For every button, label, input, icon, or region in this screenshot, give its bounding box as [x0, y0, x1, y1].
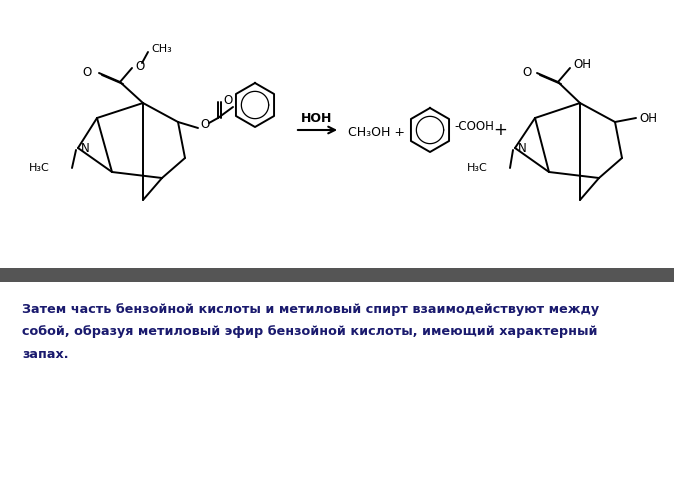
Text: O: O: [223, 94, 233, 106]
Text: CH₃OH +: CH₃OH +: [348, 126, 405, 139]
Text: Затем часть бензойной кислоты и метиловый спирт взаимодействуют между: Затем часть бензойной кислоты и метиловы…: [22, 303, 599, 316]
Text: CH₃: CH₃: [151, 44, 172, 54]
Text: собой, образуя метиловый эфир бензойной кислоты, имеющий характерный: собой, образуя метиловый эфир бензойной …: [22, 326, 597, 339]
Text: O: O: [83, 67, 92, 80]
Text: O: O: [200, 118, 209, 131]
Text: OH: OH: [573, 58, 591, 71]
Text: O: O: [523, 66, 532, 79]
Text: запах.: запах.: [22, 347, 69, 360]
Text: H₃C: H₃C: [467, 163, 488, 173]
Text: O: O: [135, 59, 144, 72]
Text: H₃C: H₃C: [29, 163, 50, 173]
Text: НОН: НОН: [301, 112, 333, 125]
Text: -COOH: -COOH: [454, 120, 494, 133]
Text: OH: OH: [639, 112, 657, 125]
Text: N: N: [81, 142, 90, 156]
Text: N: N: [518, 142, 527, 156]
Text: +: +: [493, 121, 507, 139]
Bar: [0, 268, 674, 282]
